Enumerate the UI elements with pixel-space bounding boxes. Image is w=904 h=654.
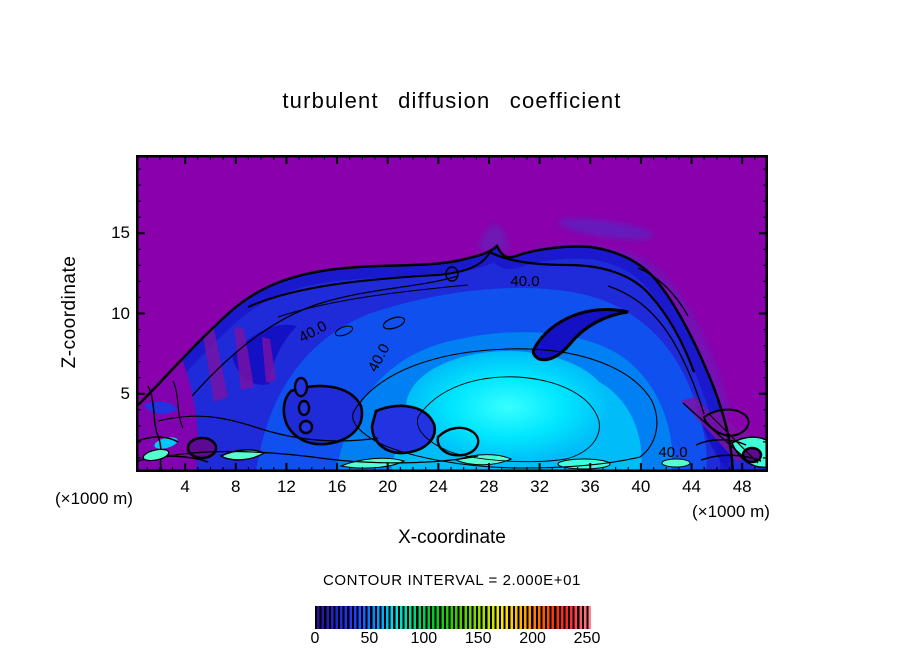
contour-plot: 40.0 40.0 40.0 40.0	[136, 155, 768, 472]
y-axis-label: Z-coordinate	[59, 255, 80, 369]
y-tick-label: 10	[111, 303, 130, 323]
y-tick-label: 15	[111, 223, 130, 243]
x-tick-label: 36	[580, 477, 600, 496]
x-tick-label: 4	[180, 477, 190, 496]
x-tick-label: 16	[327, 477, 347, 496]
x-tick-label: 24	[428, 477, 448, 496]
x-tick-label: 8	[231, 477, 241, 496]
contour-lines	[136, 243, 762, 472]
x-axis-unit-label: (×1000 m)	[692, 502, 770, 521]
colorbar	[315, 606, 591, 629]
y-axis-unit-label: (×1000 m)	[55, 489, 133, 508]
colorbar-tick-label: 150	[464, 630, 492, 647]
contour-label: 40.0	[658, 444, 687, 461]
x-tick-label: 40	[631, 477, 651, 496]
colorbar-tick-label: 0	[310, 630, 320, 647]
y-tick-label: 5	[120, 383, 130, 403]
x-axis-label: X-coordinate	[398, 527, 506, 548]
contour-label: 40.0	[510, 273, 539, 290]
x-tick-label: 28	[479, 477, 499, 496]
colorbar-tick-label: 200	[519, 630, 546, 647]
x-tick-label: 44	[682, 477, 701, 496]
colorbar-tick-label: 50	[360, 630, 379, 647]
x-tick-label: 48	[732, 477, 752, 496]
plot-border	[136, 155, 768, 472]
contour-field	[136, 155, 768, 472]
x-tick-label: 32	[530, 477, 550, 496]
contour-interval-caption: CONTOUR INTERVAL = 2.000E+01	[322, 572, 581, 589]
chart-title: turbulent diffusion coefficient	[282, 88, 622, 113]
colorbar-tick-label: 100	[410, 630, 438, 647]
colorbar-tick-label: 250	[573, 630, 601, 647]
x-tick-label: 20	[378, 477, 398, 496]
x-tick-label: 12	[276, 477, 296, 496]
